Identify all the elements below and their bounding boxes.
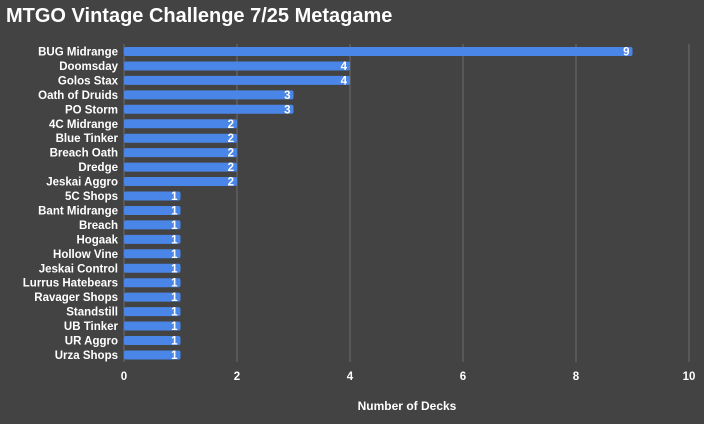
data-label: 1 — [171, 220, 178, 232]
bar — [124, 90, 294, 100]
bar — [124, 104, 294, 114]
category-labels: BUG Midrange Doomsday Golos Stax Oath of Dr… — [23, 47, 119, 362]
data-label: 1 — [171, 205, 178, 217]
category-label: Breach — [79, 220, 118, 232]
category-label: 4C Midrange — [49, 119, 118, 131]
data-label: 1 — [171, 191, 178, 203]
bar — [124, 278, 181, 288]
category-label: Bant Midrange — [38, 205, 118, 217]
data-label: 4 — [341, 75, 348, 87]
bar — [124, 162, 237, 172]
category-label: Ravager Shops — [34, 292, 118, 304]
data-label: 9 — [623, 47, 629, 59]
data-label: 2 — [228, 162, 234, 174]
data-label: 1 — [171, 234, 178, 246]
bar — [124, 205, 181, 215]
category-label: Blue Tinker — [56, 133, 119, 145]
data-label: 1 — [171, 292, 178, 304]
data-label: 1 — [171, 336, 178, 348]
x-axis-title: Number of Decks — [358, 399, 457, 413]
data-label: 2 — [228, 177, 234, 189]
bar — [124, 119, 237, 129]
data-label: 1 — [171, 350, 178, 362]
category-label: Golos Stax — [58, 75, 119, 87]
bar — [124, 249, 181, 259]
data-label: 1 — [171, 249, 178, 261]
category-label: Hogaak — [76, 234, 118, 246]
category-label: UB Tinker — [64, 321, 119, 333]
data-label: 1 — [171, 321, 178, 333]
data-label: 1 — [171, 307, 178, 319]
category-label: Oath of Druids — [38, 90, 118, 102]
bar — [124, 307, 181, 317]
bar — [124, 292, 181, 302]
x-tick-label: 2 — [234, 371, 240, 383]
bar — [124, 336, 181, 345]
category-label: Dredge — [78, 162, 118, 174]
category-label: BUG Midrange — [38, 47, 118, 59]
category-label: Jeskai Aggro — [46, 177, 118, 189]
bar — [124, 47, 633, 56]
data-label: 3 — [284, 90, 290, 102]
category-label: Breach Oath — [50, 148, 118, 160]
category-label: UR Aggro — [65, 336, 118, 348]
bar — [124, 234, 181, 244]
bar — [124, 133, 237, 143]
category-label: Standstill — [66, 307, 118, 319]
data-label: 2 — [228, 148, 234, 160]
x-tick-label: 6 — [460, 371, 466, 383]
bars — [124, 47, 633, 360]
gridlines — [123, 44, 690, 362]
x-tick-label: 4 — [347, 371, 354, 383]
bar — [124, 177, 237, 187]
category-label: 5C Shops — [65, 191, 118, 203]
x-tick-labels: 0 2 4 6 8 10 — [121, 371, 696, 383]
bar — [124, 191, 181, 201]
x-tick-label: 10 — [683, 371, 696, 383]
data-label: 4 — [341, 61, 348, 73]
data-label: 2 — [228, 119, 234, 131]
data-label: 3 — [284, 104, 290, 116]
bar — [124, 148, 237, 158]
category-label: Hollow Vine — [53, 249, 118, 261]
x-tick-label: 8 — [573, 371, 580, 383]
category-label: PO Storm — [65, 104, 118, 116]
bar — [124, 263, 181, 273]
bar — [124, 321, 181, 331]
category-label: Urza Shops — [55, 350, 118, 362]
bar — [124, 350, 181, 360]
data-label: 1 — [171, 278, 178, 290]
x-tick-label: 0 — [121, 371, 127, 383]
category-label: Doomsday — [59, 61, 118, 73]
data-label: 2 — [228, 133, 234, 145]
data-label: 1 — [171, 263, 178, 275]
bar — [124, 220, 181, 230]
chart-title: MTGO Vintage Challenge 7/25 Metagame — [6, 5, 393, 27]
data-labels: 9 4 4 3 3 2 2 2 2 2 1 1 1 1 1 1 1 1 1 1 1 1 — [171, 47, 629, 362]
category-label: Jeskai Control — [39, 263, 118, 275]
bar — [124, 75, 350, 85]
bar — [124, 61, 350, 71]
category-label: Lurrus Hatebears — [23, 278, 118, 290]
